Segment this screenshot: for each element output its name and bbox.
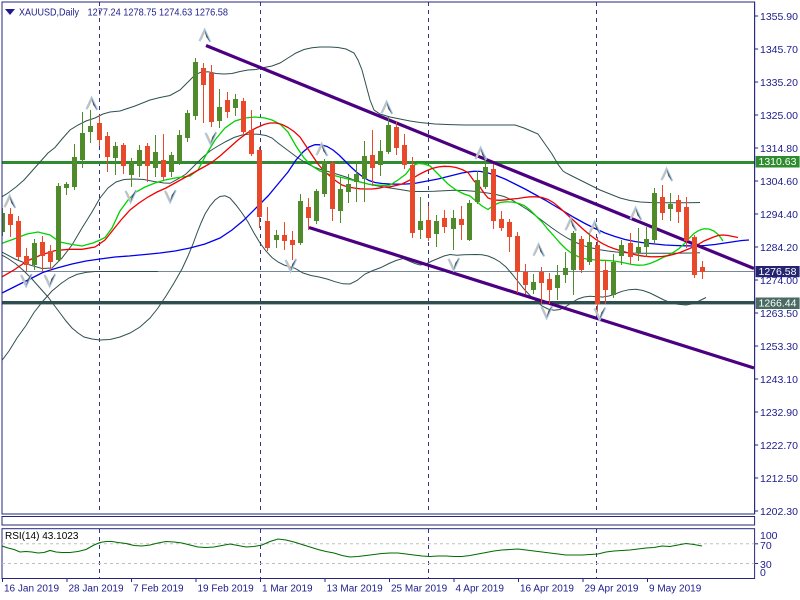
svg-text:1274.00: 1274.00: [760, 275, 798, 287]
svg-text:7 Feb 2019: 7 Feb 2019: [133, 584, 184, 595]
svg-text:16 Apr 2019: 16 Apr 2019: [520, 584, 574, 595]
svg-text:1276.58: 1276.58: [759, 266, 797, 278]
svg-text:1 Mar 2019: 1 Mar 2019: [262, 584, 313, 595]
svg-text:19 Feb 2019: 19 Feb 2019: [198, 584, 255, 595]
svg-text:1212.50: 1212.50: [760, 473, 798, 485]
svg-text:1335.20: 1335.20: [760, 77, 798, 89]
svg-text:1266.44: 1266.44: [759, 298, 797, 310]
svg-text:1284.20: 1284.20: [760, 242, 798, 254]
svg-text:1222.70: 1222.70: [760, 440, 798, 452]
svg-text:100: 100: [760, 530, 778, 542]
svg-text:1325.00: 1325.00: [760, 110, 798, 122]
svg-text:16 Jan 2019: 16 Jan 2019: [4, 584, 59, 595]
svg-text:4 Apr 2019: 4 Apr 2019: [456, 584, 505, 595]
svg-text:28 Jan 2019: 28 Jan 2019: [69, 584, 124, 595]
svg-text:1243.10: 1243.10: [760, 374, 798, 386]
svg-text:13 Mar 2019: 13 Mar 2019: [327, 584, 384, 595]
svg-text:30: 30: [760, 559, 772, 571]
svg-text:70: 70: [760, 540, 772, 552]
svg-text:1310.63: 1310.63: [759, 156, 797, 168]
svg-text:29 Apr 2019: 29 Apr 2019: [585, 584, 639, 595]
svg-text:1263.50: 1263.50: [760, 308, 798, 320]
svg-text:9 May 2019: 9 May 2019: [649, 584, 702, 595]
svg-text:1355.90: 1355.90: [760, 11, 798, 23]
svg-text:0: 0: [760, 567, 766, 579]
svg-text:25 Mar 2019: 25 Mar 2019: [391, 584, 448, 595]
svg-text:1294.40: 1294.40: [760, 209, 798, 221]
svg-text:RSI(14) 43.1023: RSI(14) 43.1023: [5, 531, 79, 542]
svg-text:1345.70: 1345.70: [760, 44, 798, 56]
svg-text:1304.60: 1304.60: [760, 176, 798, 188]
svg-text:1232.90: 1232.90: [760, 407, 798, 419]
svg-text:XAUUSD,Daily: XAUUSD,Daily: [19, 7, 80, 19]
svg-text:1277.24 1278.75 1274.63 1276.5: 1277.24 1278.75 1274.63 1276.58: [88, 7, 229, 19]
svg-text:1314.80: 1314.80: [760, 143, 798, 155]
svg-text:1253.30: 1253.30: [760, 341, 798, 353]
svg-text:1202.30: 1202.30: [760, 506, 798, 518]
